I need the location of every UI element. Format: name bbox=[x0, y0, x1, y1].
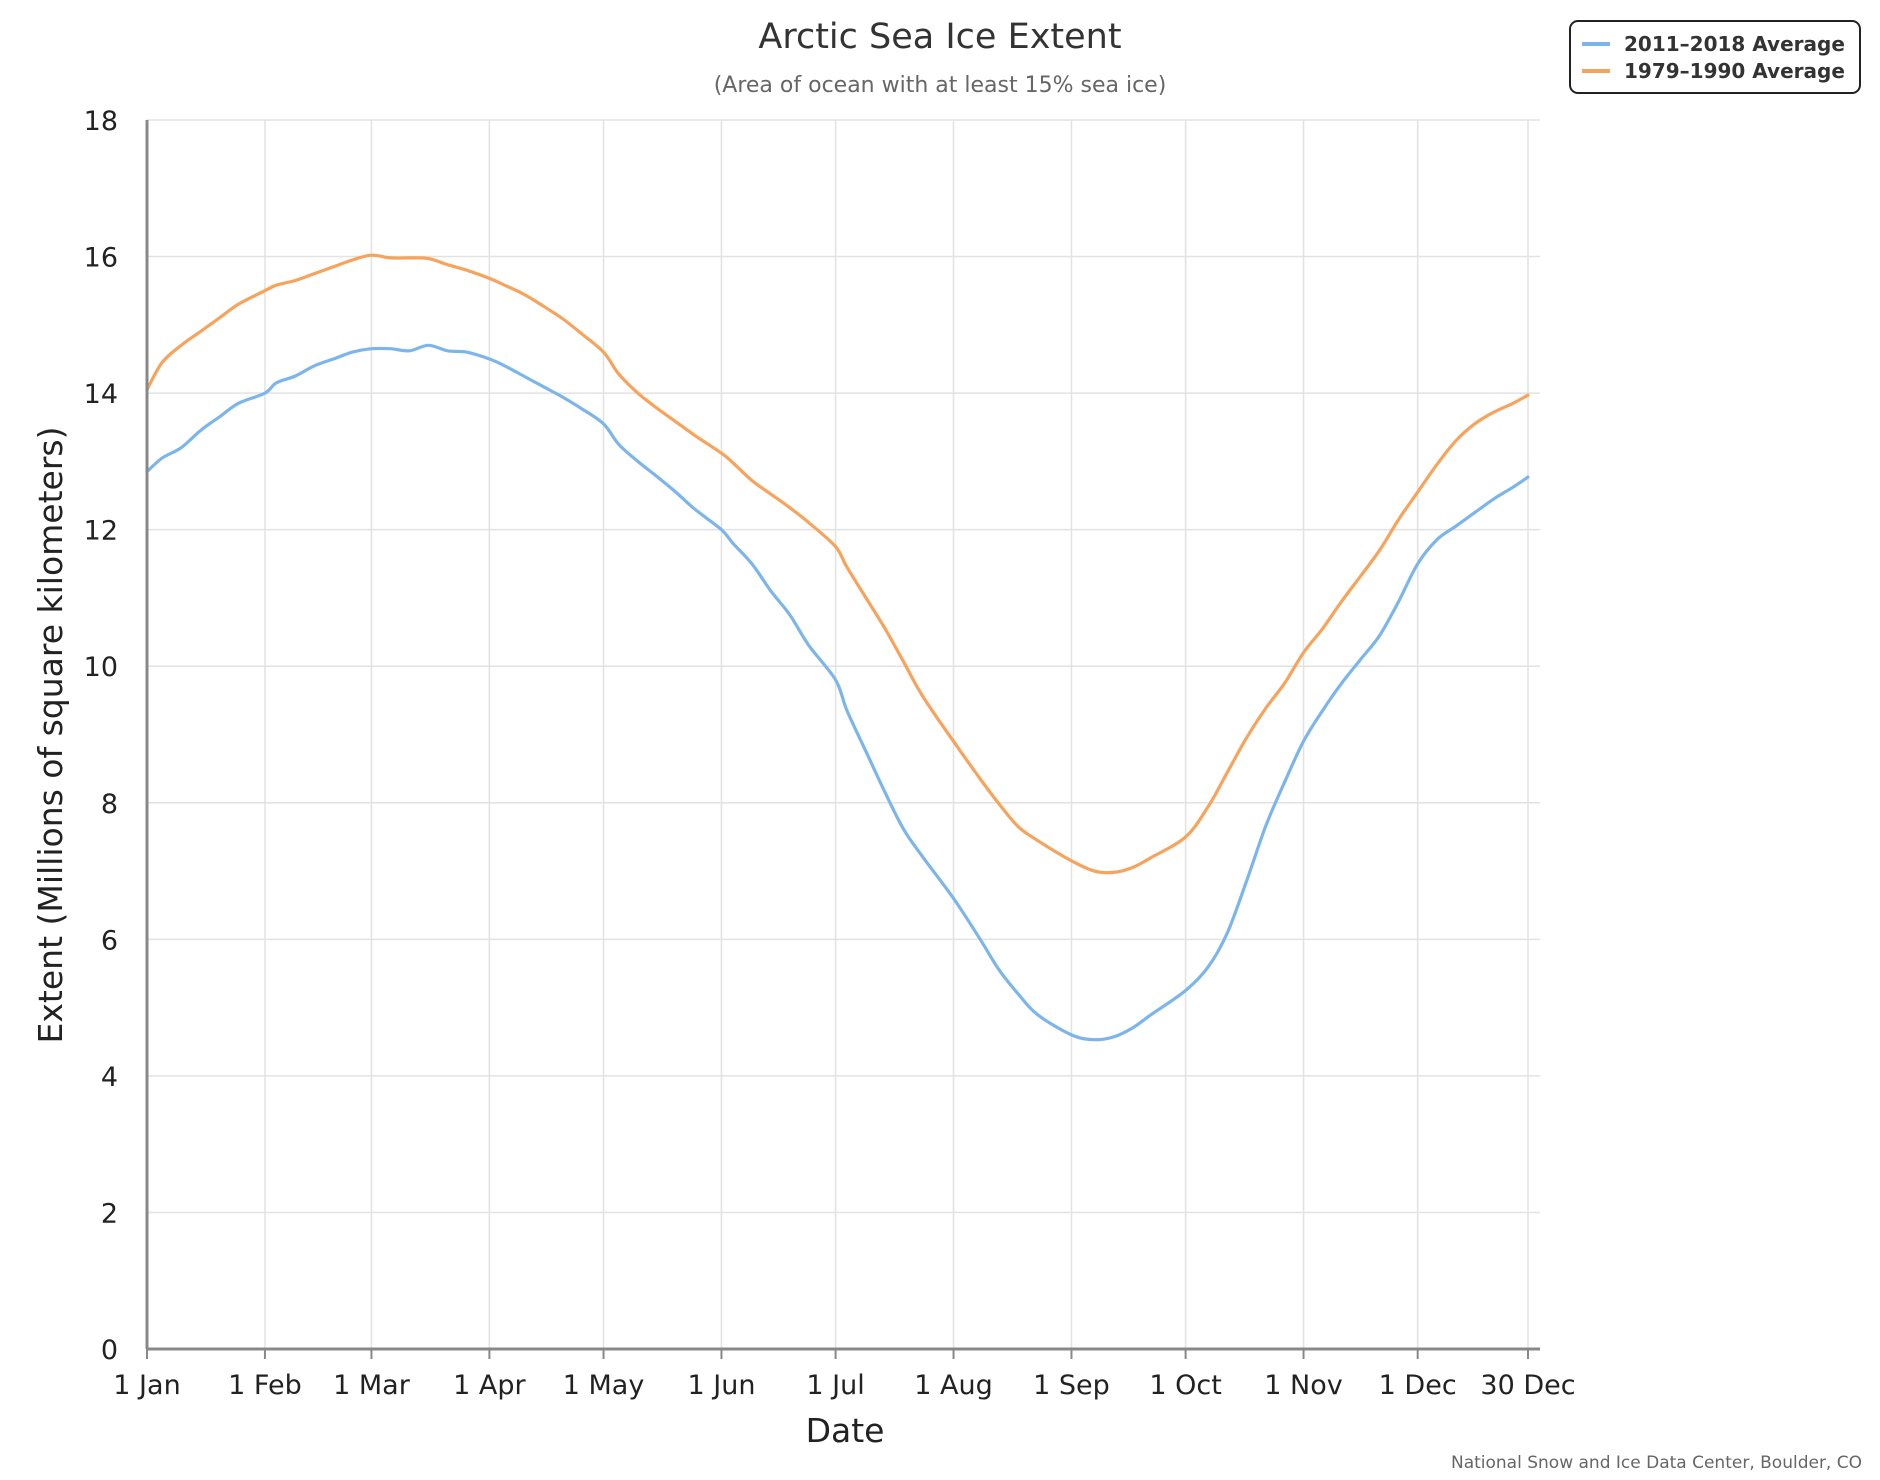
series-line-1[interactable] bbox=[145, 253, 1530, 875]
y-tick-label: 12 bbox=[84, 516, 118, 547]
x-tick-label: 1 Feb bbox=[228, 1370, 302, 1401]
x-tick-label: 1 May bbox=[563, 1370, 645, 1401]
x-tick-label: 1 Oct bbox=[1149, 1370, 1221, 1401]
legend-item-series-1[interactable]: 1979–1990 Average bbox=[1582, 59, 1845, 83]
y-tick-label: 6 bbox=[101, 925, 118, 956]
y-tick-label: 14 bbox=[84, 379, 118, 410]
legend-label: 1979–1990 Average bbox=[1624, 59, 1845, 83]
x-tick-label: 1 Apr bbox=[453, 1370, 526, 1401]
y-tick-label: 8 bbox=[101, 789, 118, 820]
y-axis-ticks: 0 2 4 6 8 10 12 14 16 18 bbox=[84, 106, 118, 1366]
legend-box bbox=[1569, 20, 1861, 94]
chart-subtitle: (Area of ocean with at least 15% sea ice… bbox=[714, 73, 1167, 98]
axes bbox=[145, 120, 1540, 1351]
x-tick-label: 1 Sep bbox=[1033, 1370, 1110, 1401]
x-tick-label: 30 Dec bbox=[1480, 1370, 1575, 1401]
chart-title: Arctic Sea Ice Extent bbox=[758, 17, 1121, 57]
x-tick-label: 1 Aug bbox=[914, 1370, 992, 1401]
y-tick-label: 4 bbox=[101, 1062, 118, 1093]
x-tick-label: 1 Dec bbox=[1379, 1370, 1457, 1401]
x-tick-label: 1 Jun bbox=[687, 1370, 755, 1401]
legend[interactable]: 2011–2018 Average 1979–1990 Average bbox=[1569, 20, 1861, 94]
y-tick-label: 2 bbox=[101, 1198, 118, 1229]
series-line-0[interactable] bbox=[145, 343, 1530, 1042]
x-axis-title: Date bbox=[806, 1411, 885, 1450]
plot-area bbox=[145, 253, 1530, 1042]
y-tick-label: 18 bbox=[84, 106, 118, 137]
y-tick-label: 10 bbox=[84, 652, 118, 683]
x-tick-label: 1 Mar bbox=[333, 1370, 411, 1401]
y-tick-label: 0 bbox=[101, 1335, 118, 1366]
x-tick-label: 1 Nov bbox=[1264, 1370, 1342, 1401]
grid bbox=[147, 119, 1540, 1349]
legend-item-series-0[interactable]: 2011–2018 Average bbox=[1582, 32, 1845, 56]
x-tick-label: 1 Jan bbox=[113, 1370, 180, 1401]
y-axis-title: Extent (Millions of square kilometers) bbox=[31, 427, 70, 1044]
credit-text: National Snow and Ice Data Center, Bould… bbox=[1451, 1453, 1862, 1473]
x-axis-ticks: 1 Jan 1 Feb 1 Mar 1 Apr 1 May 1 Jun 1 Jul 1 Aug… bbox=[113, 1349, 1576, 1401]
legend-label: 2011–2018 Average bbox=[1624, 32, 1845, 56]
x-tick-label: 1 Jul bbox=[806, 1370, 864, 1401]
y-tick-label: 16 bbox=[84, 243, 118, 274]
